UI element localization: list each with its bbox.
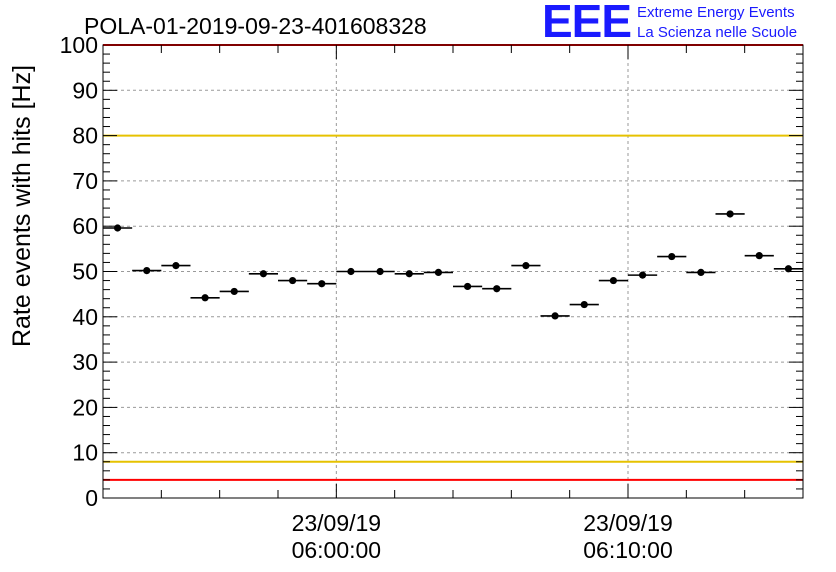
data-points	[103, 210, 803, 320]
data-point	[755, 252, 763, 260]
y-axis-label: Rate events with hits [Hz]	[8, 65, 36, 347]
y-tick-label: 60	[72, 213, 98, 239]
data-point	[638, 271, 647, 279]
data-point	[259, 270, 268, 278]
data-point	[784, 265, 793, 273]
data-point	[434, 268, 443, 277]
y-tick-label: 30	[72, 349, 98, 375]
y-tick-label: 70	[72, 168, 98, 194]
reference-lines	[103, 44, 803, 481]
data-point	[318, 280, 326, 288]
y-tick-label: 90	[72, 77, 98, 103]
data-point	[405, 270, 413, 278]
x-tick-date-label: 23/09/19	[583, 510, 673, 536]
logo-line-1: Extreme Energy Events	[637, 4, 795, 21]
y-tick-label: 50	[72, 259, 98, 285]
data-point	[113, 224, 122, 232]
logo-line-2: La Scienza nelle Scuole	[637, 24, 798, 41]
data-point	[463, 282, 472, 291]
eee-logo: EEE Extreme Energy Events La Scienza nel…	[542, 0, 832, 47]
y-tick-label: 40	[72, 304, 98, 330]
data-point	[726, 210, 734, 218]
y-tick-label: 0	[85, 485, 98, 511]
data-point	[376, 267, 384, 276]
y-tick-label: 100	[60, 32, 98, 58]
y-tick-label: 10	[72, 440, 98, 466]
axis-ticks: 010203040506070809010023/09/1906:00:0023…	[60, 32, 804, 563]
data-point	[580, 300, 588, 309]
data-point	[493, 285, 501, 293]
chart-title: POLA-01-2019-09-23-401608328	[84, 13, 427, 39]
x-tick-time-label: 06:10:00	[583, 537, 673, 563]
data-point	[143, 266, 151, 275]
grid	[103, 45, 803, 498]
data-point	[172, 262, 180, 270]
data-point	[697, 268, 705, 277]
data-point	[288, 276, 297, 285]
data-point	[347, 267, 355, 276]
data-point	[230, 287, 238, 296]
eee-logo-mark: EEE	[542, 0, 632, 47]
y-tick-label: 80	[72, 123, 98, 149]
data-point	[668, 252, 676, 261]
data-point	[551, 312, 559, 320]
data-point	[609, 276, 618, 285]
x-tick-time-label: 06:00:00	[292, 537, 382, 563]
data-point	[522, 262, 530, 270]
y-tick-label: 20	[72, 394, 98, 420]
x-tick-date-label: 23/09/19	[292, 510, 382, 536]
data-point	[201, 294, 209, 302]
